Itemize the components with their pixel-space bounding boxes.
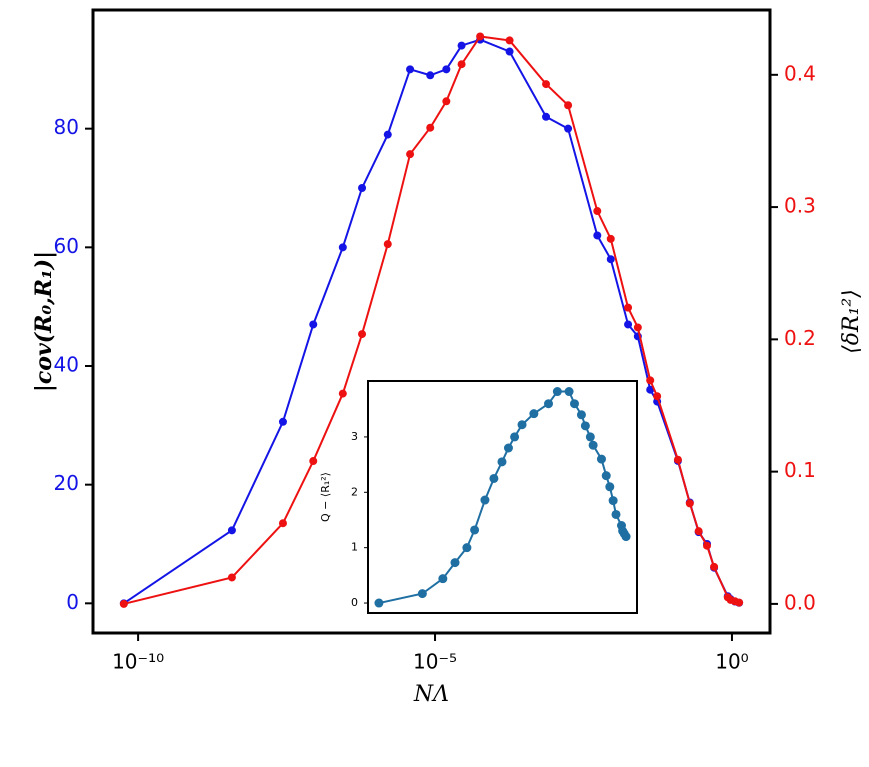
data-point [406, 65, 415, 74]
y-tick-label: 2 [351, 485, 358, 498]
data-point [606, 255, 615, 264]
data-point [489, 473, 499, 483]
data-point [480, 495, 490, 505]
data-point [510, 432, 520, 442]
data-point [710, 562, 719, 571]
data-point [438, 574, 448, 584]
data-point [426, 71, 435, 80]
data-point [544, 399, 554, 409]
y-tick-label: 0 [351, 596, 358, 609]
x-tick-label: 10⁻¹⁰ [112, 650, 164, 674]
data-point [383, 130, 392, 139]
data-point [621, 532, 631, 542]
data-point [309, 457, 318, 466]
data-point [633, 323, 642, 332]
data-point [564, 124, 573, 133]
y-tick-label: 0 [66, 590, 79, 614]
data-point [588, 440, 598, 450]
data-point [596, 454, 606, 464]
data-point [338, 389, 347, 398]
data-point [450, 558, 460, 568]
plot-frame [367, 380, 638, 614]
data-point [309, 320, 318, 329]
y2-tick-label: 0.2 [784, 326, 816, 350]
y2-tick-label: 0.4 [784, 61, 816, 85]
y-tick-label: 3 [351, 430, 358, 443]
data-point [503, 443, 513, 453]
data-point [735, 598, 744, 607]
data-point [417, 589, 427, 599]
data-point [470, 525, 480, 535]
y-tick-label: 40 [54, 353, 79, 377]
data-point [358, 184, 367, 192]
y-tick-label: 1 [351, 541, 358, 554]
data-point [358, 330, 367, 339]
x-tick-label: 10⁻⁵ [413, 650, 457, 674]
y2-tick-label: 0.3 [784, 194, 816, 218]
data-point [673, 455, 682, 464]
data-point [517, 420, 527, 430]
data-point [703, 541, 712, 550]
data-point [462, 543, 472, 553]
x-tick-label: 10⁰ [715, 650, 748, 674]
data-point [605, 482, 615, 492]
data-point [383, 240, 392, 249]
data-point [442, 65, 451, 74]
data-point [476, 32, 485, 41]
data-point [593, 231, 602, 240]
y-axis-label: |cov(R₀,R₁)| [31, 251, 57, 392]
data-point [653, 392, 662, 401]
data-point [374, 598, 384, 608]
data-point [278, 519, 287, 528]
y-axis-label: Q − ⟨R₁²⟩ [319, 472, 332, 522]
y2-tick-label: 0.1 [784, 458, 816, 482]
data-point [646, 385, 655, 394]
data-point [505, 47, 514, 56]
y-tick-label: 60 [54, 234, 79, 258]
data-point [611, 509, 621, 519]
data-point [542, 112, 551, 121]
data-point [694, 527, 703, 536]
data-point [529, 409, 539, 419]
data-point [564, 101, 573, 110]
plot: 0 1 2 3 Q − ⟨R₁²⟩ [319, 380, 638, 614]
data-point [497, 457, 507, 467]
data-point [608, 496, 618, 506]
data-point [542, 80, 551, 89]
data-point [564, 387, 574, 397]
data-point [278, 417, 287, 426]
data-point [646, 376, 655, 385]
y-tick-label: 20 [54, 471, 79, 495]
data-point [585, 432, 595, 442]
data-point [601, 471, 611, 481]
data-point [685, 499, 694, 508]
data-point [457, 60, 466, 69]
data-point [505, 36, 514, 45]
data-point [227, 526, 236, 535]
data-point [227, 573, 236, 582]
data-point [624, 320, 633, 329]
data-point [442, 97, 451, 106]
data-point [580, 421, 590, 431]
data-point [406, 150, 415, 159]
data-point [593, 207, 602, 216]
data-point [426, 123, 435, 132]
data-point [569, 399, 579, 409]
data-point [119, 599, 128, 608]
y-tick-label: 80 [54, 115, 79, 139]
data-point [338, 243, 347, 252]
data-point [606, 234, 615, 243]
y2-axis-label: ⟨δR₁²⟩ [839, 289, 864, 354]
data-point [457, 41, 466, 50]
data-point [624, 303, 633, 312]
x-axis-label: NΛ [413, 682, 449, 707]
data-point [576, 410, 586, 420]
data-point [552, 387, 562, 397]
y2-tick-label: 0.0 [784, 590, 816, 614]
